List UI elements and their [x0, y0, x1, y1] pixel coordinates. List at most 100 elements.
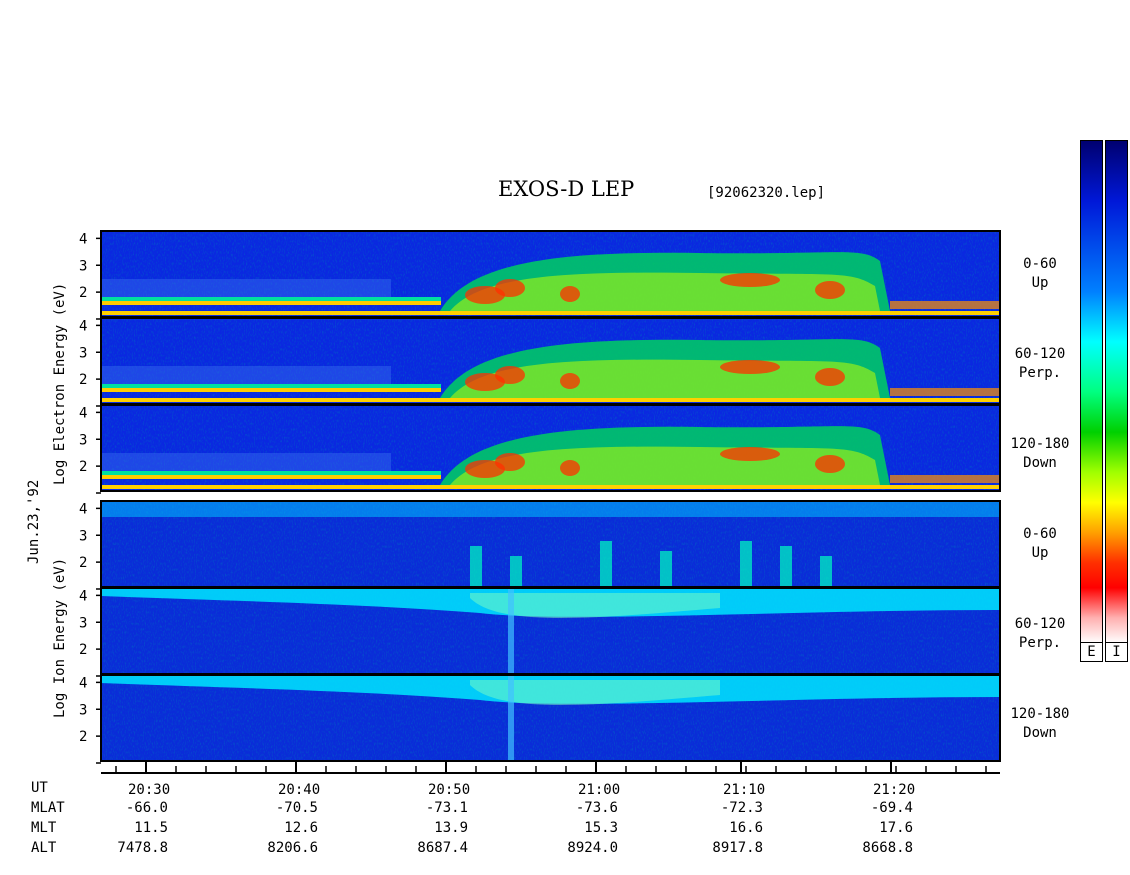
y-tick-label: 4	[79, 318, 87, 334]
ion-colorbar-caption: I	[1105, 642, 1128, 662]
hotspot-red	[465, 373, 505, 391]
hotspot-red	[465, 460, 505, 478]
direction: Perp.	[1018, 635, 1062, 651]
file-label: [92062320.lep]	[707, 185, 826, 201]
ephemeris-value: 8687.4	[417, 840, 468, 856]
panel-frame	[100, 674, 1001, 762]
band-late	[890, 301, 1000, 309]
hotspot-red	[815, 368, 845, 386]
time-tick-label: 20:40	[278, 782, 320, 798]
electron-colorbar-caption: E	[1080, 642, 1103, 662]
chart-title: EXOS-D LEP	[498, 177, 635, 201]
channel-label-e-up: 0-60 Up	[995, 255, 1085, 293]
hotspot-red	[495, 453, 525, 471]
direction: Perp.	[1018, 365, 1062, 381]
burst	[740, 541, 752, 587]
band-late	[890, 388, 1000, 396]
y-tick-label: 4	[79, 588, 87, 604]
ion-colorbar	[1105, 140, 1128, 644]
band-diffuse	[101, 366, 391, 388]
direction: Down	[1023, 725, 1057, 741]
ephemeris-value: 7478.8	[117, 840, 168, 856]
ephemeris-value: 13.9	[434, 820, 468, 836]
ut-label: UT	[31, 780, 48, 796]
y-tick-label: 4	[79, 501, 87, 517]
direction: Down	[1023, 455, 1057, 471]
time-tick-label: 21:00	[578, 782, 620, 798]
mlt-label: MLT	[31, 820, 57, 836]
band-bottom	[101, 311, 1000, 315]
y-tick-label: 2	[79, 555, 87, 571]
spectrogram-panel-ion-3	[100, 500, 1001, 588]
ephemeris-value: -72.3	[720, 800, 763, 816]
ephemeris-value: 11.5	[134, 820, 168, 836]
y-tick-label: 2	[79, 459, 87, 475]
angle-range: 60-120	[1014, 616, 1066, 632]
ephemeris-value: -73.1	[425, 800, 468, 816]
band-lowenergy-core	[101, 301, 441, 305]
ephemeris-value: -69.4	[870, 800, 913, 816]
y-tick-label: 2	[79, 285, 87, 301]
panel-frame	[100, 404, 1001, 492]
y-tick-label: 4	[79, 231, 87, 247]
ephemeris-value: -70.5	[275, 800, 318, 816]
ephemeris-value: -73.6	[575, 800, 618, 816]
channel-label-i-down: 120-180 Down	[995, 705, 1085, 743]
channel-label-e-perp: 60-120 Perp.	[995, 345, 1085, 383]
channel-label-i-up: 0-60 Up	[995, 525, 1085, 563]
y-tick-label: 3	[79, 702, 87, 718]
channel-label-i-perp: 60-120 Perp.	[995, 615, 1085, 653]
band-bright	[470, 593, 720, 618]
band-lowenergy-core	[101, 388, 441, 392]
ephemeris-value: 8668.8	[862, 840, 913, 856]
y-tick-label: 2	[79, 729, 87, 745]
band-top	[101, 501, 1000, 517]
hotspot-red	[560, 373, 580, 389]
electron-axis-label: Log Electron Energy (eV)	[52, 282, 68, 485]
time-tick-label: 20:30	[128, 782, 170, 798]
alt-label: ALT	[31, 840, 57, 856]
burst	[660, 551, 672, 587]
band-bright	[470, 680, 720, 705]
spectrogram-panel-ion-4	[100, 587, 1001, 675]
burst	[470, 546, 482, 587]
date-label-wrap: Jun.23,'92	[26, 464, 46, 564]
ephemeris-value: 12.6	[284, 820, 318, 836]
ephemeris-value: 8206.6	[267, 840, 318, 856]
burst	[780, 546, 792, 587]
y-tick-label: 4	[79, 675, 87, 691]
angle-range: 120-180	[1010, 706, 1070, 722]
time-tick-label: 21:10	[723, 782, 765, 798]
hotspot-red	[720, 447, 780, 461]
electron-colorbar	[1080, 140, 1103, 644]
y-tick-label: 3	[79, 432, 87, 448]
spectrogram-panel-electron-1	[100, 317, 1001, 405]
ephemeris-value: -66.0	[125, 800, 168, 816]
hotspot-red	[815, 281, 845, 299]
ephemeris-value: 16.6	[729, 820, 763, 836]
direction: Up	[1031, 275, 1049, 291]
vertical-feature	[508, 588, 514, 674]
burst	[510, 556, 522, 587]
band-lowenergy-core	[101, 475, 441, 479]
band-bottom	[101, 485, 1000, 489]
hotspot-red	[495, 366, 525, 384]
band-bottom	[101, 398, 1000, 402]
angle-range: 0-60	[1023, 256, 1057, 272]
hotspot-red	[560, 460, 580, 476]
spectrogram-panel-electron-2	[100, 404, 1001, 492]
burst	[600, 541, 612, 587]
time-tick-label: 21:20	[873, 782, 915, 798]
ephemeris-value: 8917.8	[712, 840, 763, 856]
date-label: Jun.23,'92	[26, 479, 42, 564]
spectrogram-panel-electron-0	[100, 230, 1001, 318]
band-late	[890, 475, 1000, 483]
band-diffuse	[101, 279, 391, 301]
hotspot-red	[720, 273, 780, 287]
angle-range: 60-120	[1014, 346, 1066, 362]
ion-axis-label: Log Ion Energy (eV)	[52, 557, 68, 718]
ephemeris-value: 8924.0	[567, 840, 618, 856]
y-tick-label: 3	[79, 345, 87, 361]
y-tick-label: 3	[79, 528, 87, 544]
